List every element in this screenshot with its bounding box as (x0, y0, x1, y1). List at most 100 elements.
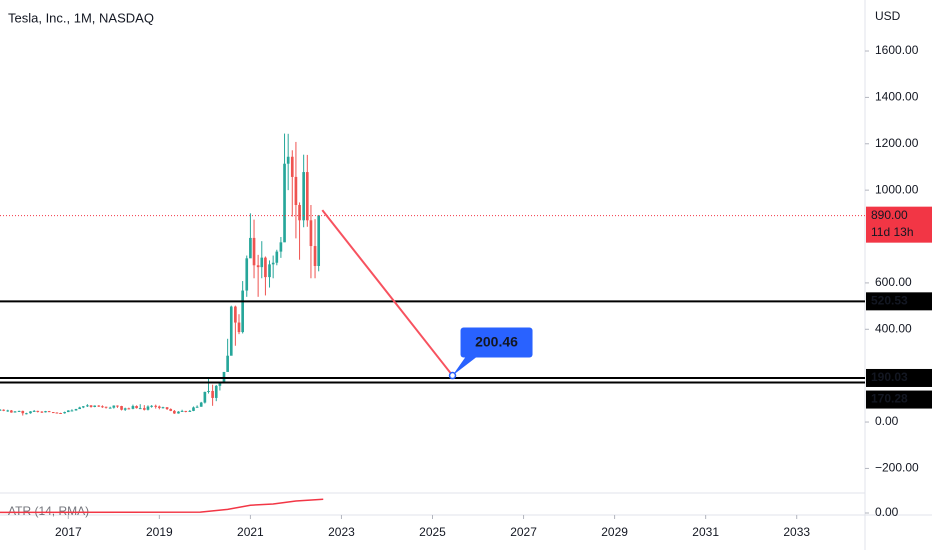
price-label-box (866, 390, 932, 409)
candle-body (207, 390, 210, 392)
candle-body (2, 409, 5, 411)
candle-body (195, 406, 199, 408)
x-tick-label: 2029 (601, 525, 628, 539)
tooltip-box (460, 327, 533, 358)
candle-body (309, 220, 313, 247)
candle-body (135, 406, 138, 409)
candle-body (13, 411, 17, 413)
x-tick-label: 2023 (328, 525, 355, 539)
candle-body (264, 257, 267, 278)
price-label: 170.28 (871, 392, 908, 406)
price-label-box (866, 292, 932, 311)
currency-label: USD (875, 9, 901, 23)
candle-body (150, 405, 153, 407)
candle-body (177, 411, 180, 414)
candle-body (249, 237, 252, 259)
candle-body (313, 246, 317, 266)
atr-line (0, 498, 324, 514)
x-tick-label: 2031 (692, 525, 719, 539)
candle-body (0, 409, 2, 411)
candle-body (241, 290, 244, 333)
candle-body (93, 405, 97, 407)
candle-body (158, 406, 161, 408)
candle-body (245, 258, 249, 291)
chart-title: Tesla, Inc., 1M, NASDAQ (8, 10, 154, 25)
x-tick-label: 2027 (510, 525, 537, 539)
countdown-label: 11d 13h (871, 225, 914, 239)
candle-body (165, 407, 169, 410)
candle-body (203, 391, 207, 403)
candle-body (21, 410, 25, 414)
candle-body (234, 306, 237, 323)
candle-body (199, 402, 203, 407)
candle-body (188, 410, 192, 412)
candle-body (138, 408, 142, 410)
candle-body (70, 410, 74, 412)
candle-body (302, 172, 305, 221)
candle-body (78, 407, 81, 410)
candle-body (286, 156, 290, 164)
candle-body (305, 172, 309, 221)
candle-body (260, 257, 264, 268)
candle-body (226, 355, 229, 372)
candle-body (283, 163, 286, 243)
x-tick-label: 2021 (237, 525, 264, 539)
y-tick-label: 1400.00 (875, 90, 919, 104)
candle-body (51, 412, 55, 414)
candle-body (180, 410, 184, 412)
y-tick-label: −200.00 (875, 461, 919, 475)
candle-body (74, 409, 78, 411)
candle-body (214, 385, 218, 398)
candle-body (116, 405, 119, 407)
candle-body (123, 408, 127, 410)
candle-body (294, 176, 298, 205)
candle-body (97, 405, 101, 407)
candle-body (29, 411, 32, 414)
x-tick-label: 2017 (55, 525, 82, 539)
candle-body (298, 204, 301, 221)
price-label: 520.53 (871, 294, 908, 308)
candle-body (17, 410, 21, 412)
candle-body (59, 412, 62, 414)
candle-body (279, 242, 283, 252)
price-label: 190.03 (871, 370, 908, 384)
y-tick-label: 400.00 (875, 321, 912, 335)
candle-body (120, 406, 123, 410)
candle-body (10, 410, 13, 413)
candle-body (36, 410, 40, 412)
candle-body (173, 410, 176, 414)
candle-body (211, 390, 214, 398)
candle-body (252, 237, 256, 266)
candle-body (271, 262, 275, 265)
candle-body (184, 410, 188, 412)
candle-body (47, 411, 51, 413)
candle-body (63, 412, 66, 414)
candle-body (25, 413, 28, 415)
atr-tick-label: 0.00 (875, 505, 899, 519)
candle-body (290, 156, 294, 177)
tooltip-label: 200.46 (475, 333, 518, 349)
x-tick-label: 2025 (419, 525, 446, 539)
candle-body (154, 405, 158, 407)
candle-body (81, 406, 85, 408)
candle-body (169, 409, 173, 411)
last-price-box (866, 206, 932, 243)
candle-body (192, 407, 195, 411)
candle-body (161, 407, 165, 409)
candle-body (32, 410, 36, 412)
y-tick-label: 1200.00 (875, 136, 919, 150)
y-tick-label: 1600.00 (875, 43, 919, 57)
candle-body (275, 251, 279, 263)
candle-body (256, 265, 260, 268)
candle-body (40, 411, 44, 413)
candle-body (101, 406, 104, 408)
candle-body (146, 406, 150, 410)
trend-line (321, 209, 454, 377)
candle-body (131, 406, 135, 409)
candle-body (142, 408, 146, 410)
candle-body (66, 410, 70, 413)
candle-body (55, 412, 59, 414)
y-tick-label: 1000.00 (875, 182, 919, 196)
candle-body (112, 405, 116, 408)
